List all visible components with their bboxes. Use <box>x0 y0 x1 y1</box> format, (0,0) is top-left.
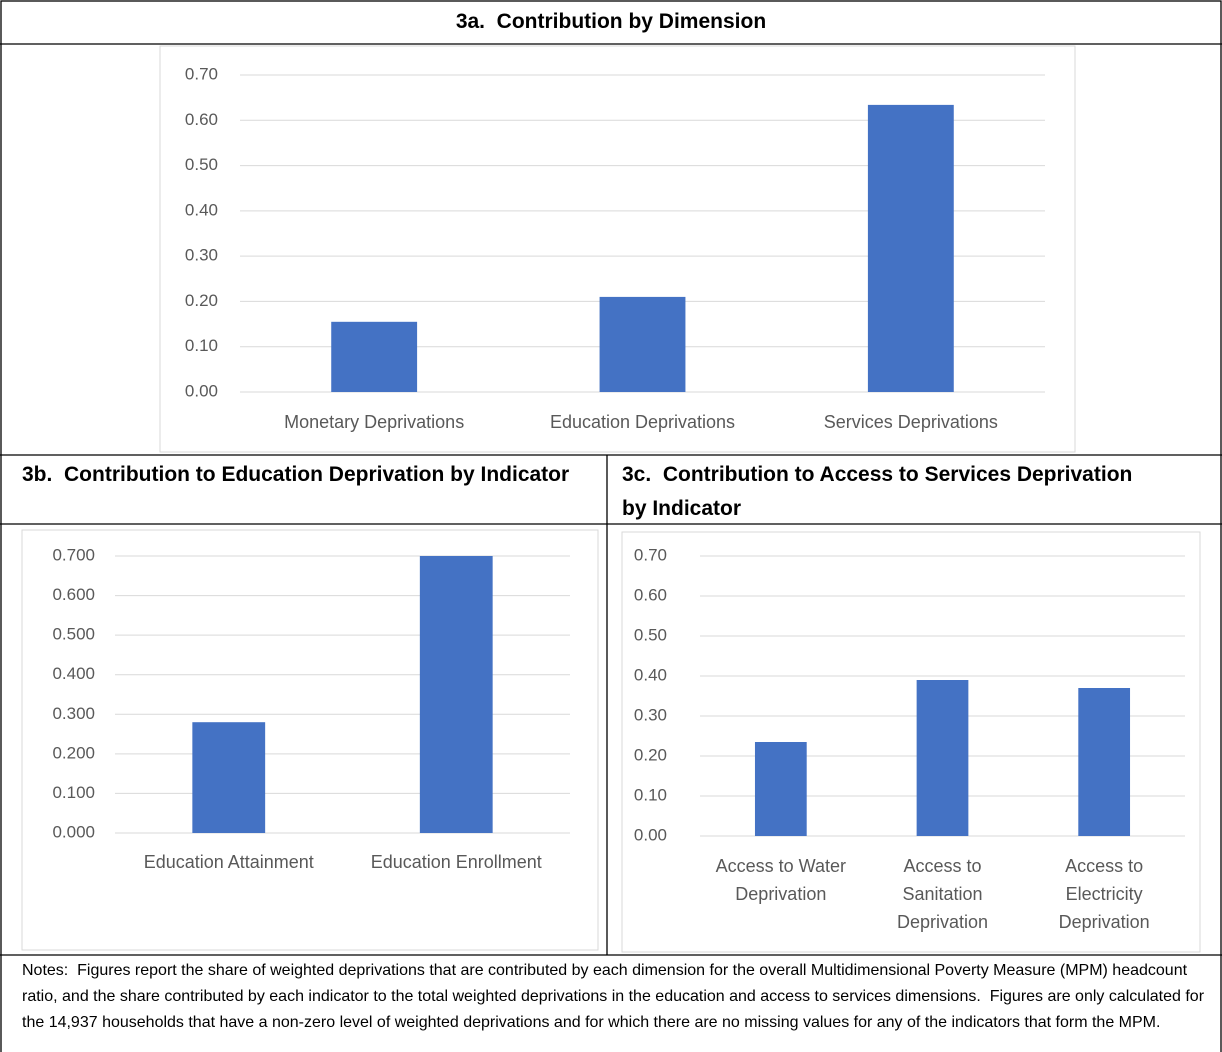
bar <box>867 104 954 392</box>
chart-frame <box>21 529 599 951</box>
y-tick-label: 0.600 <box>52 585 95 604</box>
y-tick-label: 0.40 <box>185 200 218 219</box>
x-tick-label: Services Deprivations <box>823 412 998 432</box>
bar <box>754 742 807 836</box>
bar <box>331 321 418 392</box>
bar <box>599 296 686 392</box>
chart-title: 3c. Contribution to Access to Services D… <box>622 463 1139 520</box>
x-tick-label: Education Enrollment <box>370 852 542 872</box>
y-tick-label: 0.20 <box>185 291 218 310</box>
x-tick-label: Access to Sanitation Deprivation <box>896 856 989 932</box>
chart-title: 3b. Contribution to Education Deprivatio… <box>22 463 570 486</box>
chart-title: 3a. Contribution by Dimension <box>455 10 767 33</box>
y-tick-label: 0.30 <box>185 246 218 265</box>
y-tick-label: 0.70 <box>185 64 218 83</box>
notes: Notes: Figures report the share of weigh… <box>22 962 1209 1031</box>
y-tick-label: 0.40 <box>634 665 667 684</box>
chart-frame <box>159 45 1076 453</box>
y-tick-label: 0.20 <box>634 745 667 764</box>
y-tick-label: 0.10 <box>634 785 667 804</box>
bar <box>1078 688 1131 836</box>
y-tick-label: 0.500 <box>52 625 95 644</box>
y-tick-label: 0.70 <box>634 545 667 564</box>
y-tick-label: 0.700 <box>52 545 95 564</box>
bar <box>419 556 493 833</box>
y-tick-label: 0.50 <box>634 625 667 644</box>
y-tick-label: 0.00 <box>634 825 667 844</box>
y-tick-label: 0.60 <box>634 585 667 604</box>
x-tick-label: Monetary Deprivations <box>284 412 465 432</box>
chart-frame <box>621 531 1201 953</box>
bar <box>192 722 266 833</box>
y-tick-label: 0.50 <box>185 155 218 174</box>
y-tick-label: 0.100 <box>52 783 95 802</box>
x-tick-label: Access to Water Deprivation <box>715 856 847 904</box>
y-tick-label: 0.00 <box>185 381 218 400</box>
y-tick-label: 0.200 <box>52 743 95 762</box>
x-tick-label: Access to Electricity Deprivation <box>1058 856 1150 932</box>
y-tick-label: 0.10 <box>185 336 218 355</box>
x-tick-label: Education Deprivations <box>549 412 736 432</box>
y-tick-label: 0.60 <box>185 110 218 129</box>
y-tick-label: 0.300 <box>52 704 95 723</box>
y-tick-label: 0.30 <box>634 705 667 724</box>
y-tick-label: 0.000 <box>52 822 95 841</box>
x-tick-label: Education Attainment <box>143 852 314 872</box>
y-tick-label: 0.400 <box>52 664 95 683</box>
bar <box>916 680 969 836</box>
